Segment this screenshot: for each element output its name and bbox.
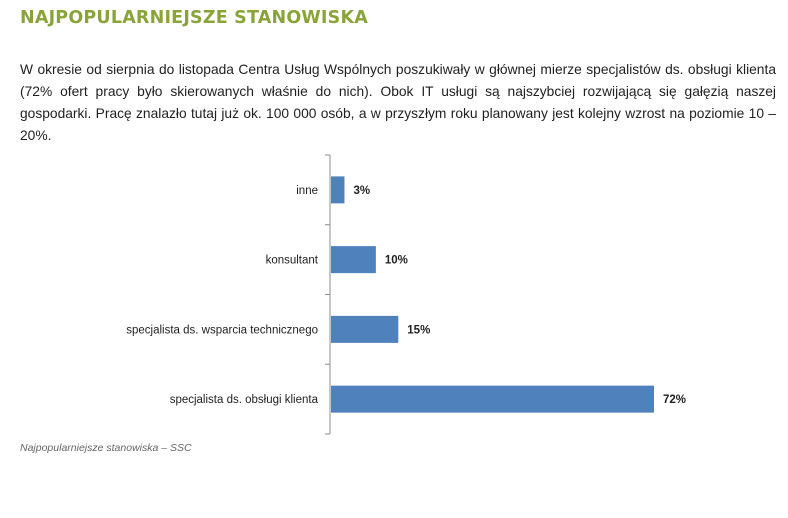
category-label-specjalista-ds-wsparcia-technicznego: specjalista ds. wsparcia technicznego	[126, 324, 318, 336]
bar-chart: inne 3% konsultant 10% specjalista ds. wspar…	[126, 154, 686, 435]
data-label-specjalista-ds-obslugi-klienta: 72%	[663, 394, 686, 406]
chart-caption: Najpopularniejsze stanowiska – SSC	[20, 442, 192, 454]
bar-konsultant	[331, 246, 376, 274]
intro-paragraph: W okresie od sierpnia do listopada Centr…	[20, 62, 776, 143]
chart-marks: inne 3% konsultant 10% specjalista ds. wspar…	[126, 154, 686, 435]
bar-inne	[331, 176, 345, 204]
page-title: NAJPOPULARNIEJSZE STANOWISKA	[20, 8, 368, 28]
category-label-specjalista-ds-obslugi-klienta: specjalista ds. obsługi klienta	[170, 394, 319, 406]
category-label-inne: inne	[296, 185, 318, 197]
data-label-inne: 3%	[353, 185, 370, 197]
category-label-konsultant: konsultant	[266, 255, 319, 267]
data-label-specjalista-ds-wsparcia-technicznego: 15%	[407, 324, 430, 336]
bar-specjalista-ds-obslugi-klienta	[331, 385, 654, 413]
data-label-konsultant: 10%	[385, 255, 408, 267]
bar-specjalista-ds-wsparcia-technicznego	[331, 315, 399, 343]
